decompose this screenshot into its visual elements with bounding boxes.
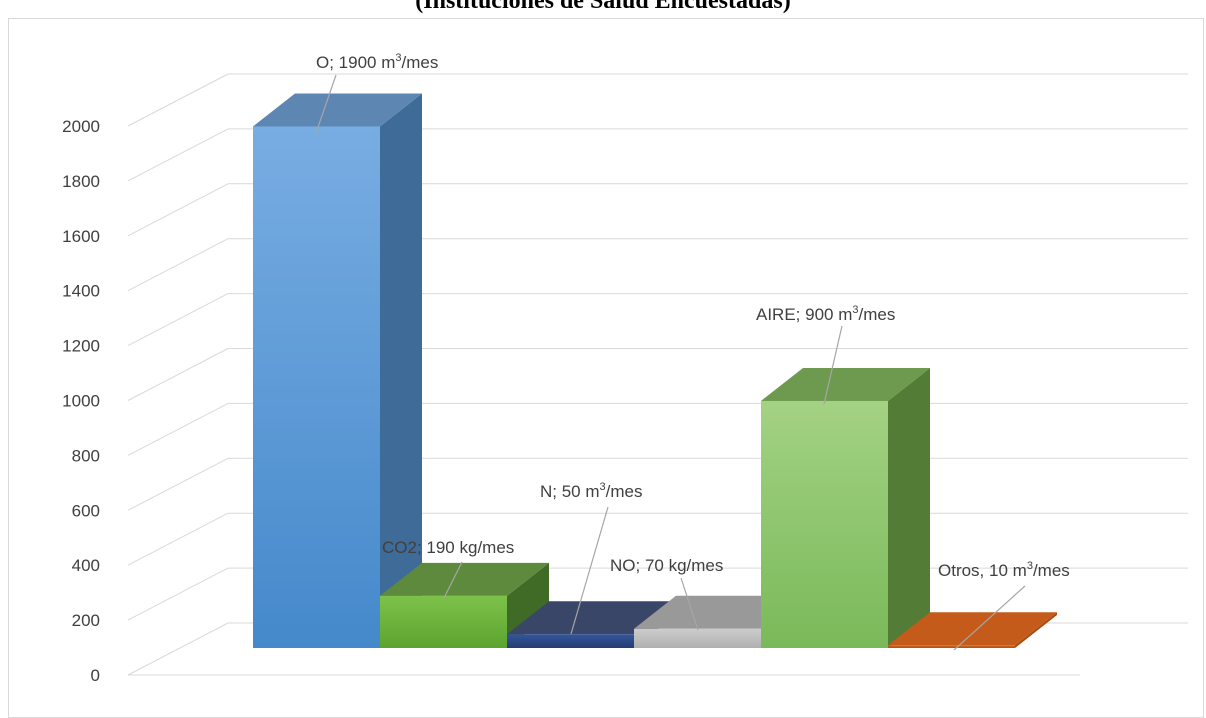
gridline-side [127, 293, 229, 347]
bars [253, 93, 1057, 648]
gridline-side [127, 348, 229, 401]
data-label: NO; 70 kg/mes [610, 556, 723, 575]
gridline-side [127, 567, 229, 621]
y-tick-label: 1400 [62, 282, 100, 301]
leader-line [570, 506, 609, 635]
bar-top [634, 595, 803, 629]
data-label: AIRE; 900 m3/mes [756, 304, 895, 324]
y-axis-tick-labels: 0 200 400 600 800 1000 1200 1400 1600 1800 2000 [62, 117, 100, 685]
bar-side [380, 93, 422, 648]
y-tick-label: 800 [72, 446, 100, 465]
label-leader-lines [315, 74, 1026, 651]
gridline-side [127, 238, 229, 292]
gridline-side [127, 457, 229, 511]
data-label: O; 1900 m3/mes [316, 52, 438, 72]
gridline-side [127, 402, 229, 456]
leader-line [680, 577, 699, 631]
y-tick-label: 0 [91, 666, 100, 685]
bar-o [253, 126, 380, 648]
data-label: N; 50 m3/mes [540, 481, 643, 501]
bar-top [888, 612, 1057, 646]
y-tick-label: 1800 [62, 172, 100, 191]
leader-line [953, 585, 1026, 651]
leader-line [823, 325, 843, 405]
bar-top [380, 562, 549, 596]
leader-line [443, 561, 463, 599]
bar-n [507, 634, 634, 648]
bar-chart-3d: 0 200 400 600 800 1000 1200 1400 1600 1800 2000 O;… [62, 52, 1188, 685]
bar-top [253, 93, 422, 127]
bar-top [761, 367, 930, 401]
bar-otros [888, 645, 1015, 648]
leader-line [315, 74, 337, 134]
chart-title: (Instituciones de Salud Encuestadas) [415, 0, 791, 14]
y-tick-label: 200 [72, 611, 100, 630]
gridline-side [127, 622, 229, 676]
data-label: Otros, 10 m3/mes [938, 560, 1070, 580]
y-tick-label: 600 [72, 501, 100, 520]
data-label: CO2; 190 kg/mes [382, 538, 514, 557]
bar-no [634, 628, 761, 648]
bar-side [888, 367, 930, 648]
y-tick-label: 2000 [62, 117, 100, 136]
data-labels: O; 1900 m3/mes CO2; 190 kg/mes N; 50 m3/me… [316, 52, 1070, 580]
bar-top [507, 601, 676, 635]
y-tick-label: 1200 [62, 337, 100, 356]
gridline-side [127, 183, 229, 237]
bar-co2 [380, 595, 507, 648]
y-tick-label: 400 [72, 556, 100, 575]
y-tick-label: 1600 [62, 227, 100, 246]
bar-side [1015, 612, 1057, 648]
gridline-side [127, 128, 229, 182]
y-tick-label: 1000 [62, 392, 100, 411]
bar-aire [761, 400, 888, 648]
gridline-side [127, 512, 229, 566]
gridline-side [127, 73, 229, 127]
